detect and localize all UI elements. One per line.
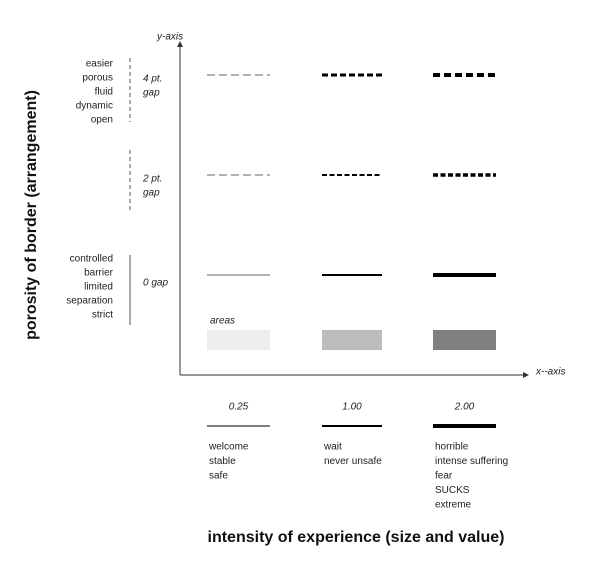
area-sample (207, 330, 270, 350)
row-word: limited (84, 282, 113, 293)
x-title: intensity of experience (size and value) (208, 529, 505, 546)
row-word: open (91, 115, 113, 126)
row-word: controlled (70, 254, 113, 265)
y-axis-label: y-axis (156, 32, 183, 43)
row-word: fluid (95, 87, 113, 98)
column-word: stable (209, 456, 236, 467)
column-value: 2.00 (454, 402, 475, 413)
area-sample (433, 330, 496, 350)
column-word: never unsafe (324, 456, 382, 467)
gap-label: 0 gap (143, 278, 168, 289)
row-word: easier (86, 59, 114, 70)
row-word: barrier (84, 268, 114, 279)
column-word: SUCKS (435, 485, 470, 496)
column-word: fear (435, 471, 453, 482)
area-sample (322, 330, 382, 350)
row-word: strict (92, 310, 113, 321)
y-title: porosity of border (arrangement) (23, 90, 40, 340)
gap-label: gap (143, 188, 160, 199)
column-value: 0.25 (229, 402, 249, 413)
column-word: safe (209, 471, 228, 482)
gap-label: 4 pt. (143, 74, 162, 85)
column-word: wait (323, 442, 342, 453)
column-word: extreme (435, 500, 472, 511)
row-word: porous (82, 73, 113, 84)
column-word: welcome (208, 442, 249, 453)
gap-label: gap (143, 88, 160, 99)
areas-label: areas (210, 316, 235, 327)
column-word: intense suffering (435, 456, 508, 467)
column-word: horrible (435, 442, 469, 453)
x-axis-label: x--axis (535, 367, 565, 378)
gap-label: 2 pt. (142, 174, 162, 185)
row-word: dynamic (76, 101, 113, 112)
row-word: separation (66, 296, 113, 307)
column-value: 1.00 (342, 402, 362, 413)
